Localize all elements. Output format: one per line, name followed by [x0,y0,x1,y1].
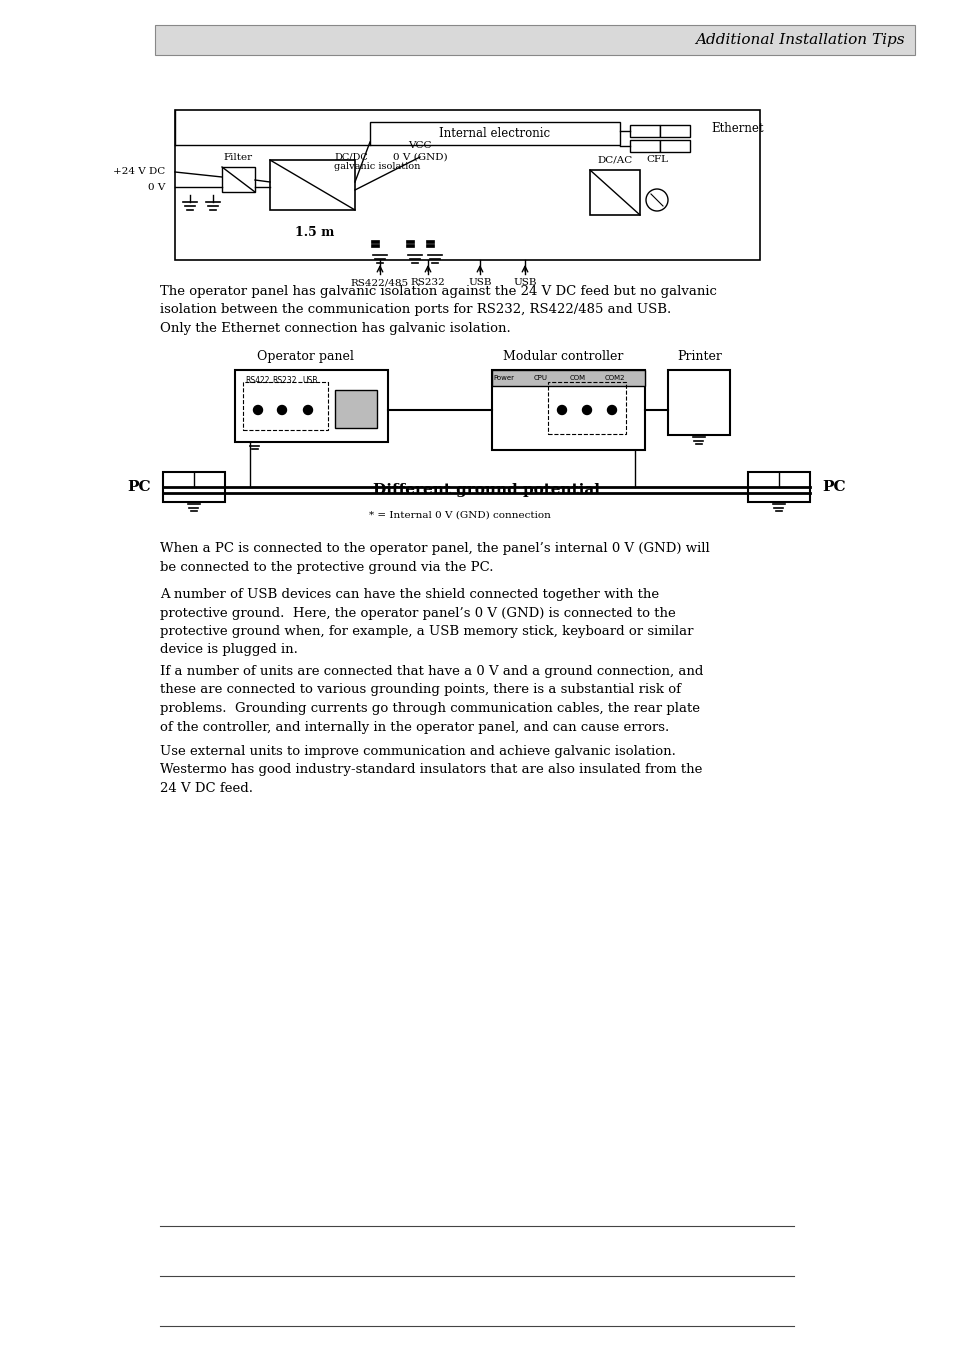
Bar [371,240,378,243]
Text: +24 V DC: +24 V DC [112,167,165,177]
Text: VCC: VCC [408,140,432,150]
Text: 0 V: 0 V [148,182,165,192]
Bar [222,167,254,192]
Text: If a number of units are connected that have a 0 V and a ground connection, and
: If a number of units are connected that … [160,666,702,733]
Text: DC/DC
galvanic isolation: DC/DC galvanic isolation [335,153,420,171]
Text: Filter: Filter [224,153,253,162]
Bar [234,370,388,441]
Bar [659,140,689,153]
Text: CPU: CPU [534,375,547,381]
Bar [426,240,434,243]
Text: RS232: RS232 [273,377,297,385]
Bar [492,370,644,386]
Bar [243,382,328,431]
Text: Internal electronic: Internal electronic [439,127,550,140]
Text: Ethernet: Ethernet [711,122,763,135]
Bar [406,244,414,247]
Bar [747,472,809,502]
Bar [667,370,729,435]
Bar [426,244,434,247]
Text: 1.5 m: 1.5 m [295,225,335,239]
Circle shape [557,405,566,414]
Text: COM: COM [569,375,585,381]
Bar [370,122,619,144]
Text: Different ground potential: Different ground potential [373,483,599,497]
Circle shape [277,405,286,414]
Text: USB: USB [468,278,491,288]
Bar [371,244,378,247]
Bar [629,126,659,136]
Bar [154,26,914,55]
Text: RS422/485: RS422/485 [351,278,409,288]
Circle shape [582,405,591,414]
Bar [547,382,625,433]
Bar [335,390,376,428]
Circle shape [607,405,616,414]
Text: CFL: CFL [645,155,667,165]
Text: Use external units to improve communication and achieve galvanic isolation.
West: Use external units to improve communicat… [160,745,701,795]
Text: When a PC is connected to the operator panel, the panel’s internal 0 V (GND) wil: When a PC is connected to the operator p… [160,541,709,574]
Bar [492,370,644,450]
Text: USB: USB [302,377,317,385]
Text: Operator panel: Operator panel [256,350,353,363]
Text: Additional Installation Tips: Additional Installation Tips [695,32,904,47]
Text: COM2: COM2 [604,375,624,381]
Bar [629,140,659,153]
Text: PC: PC [821,481,844,494]
Text: Printer: Printer [677,350,721,363]
Text: 0 V (GND): 0 V (GND) [393,153,447,162]
Text: RS232: RS232 [410,278,445,288]
Circle shape [253,405,262,414]
Text: Modular controller: Modular controller [502,350,622,363]
Circle shape [303,405,313,414]
Bar [174,109,760,261]
Bar [163,472,225,502]
Bar [406,240,414,243]
Bar [589,170,639,215]
Text: RS422: RS422 [246,377,270,385]
Bar [270,161,355,211]
Text: * = Internal 0 V (GND) connection: * = Internal 0 V (GND) connection [369,510,551,520]
Bar [659,126,689,136]
Text: Power: Power [493,375,514,381]
Text: A number of USB devices can have the shield connected together with the
protecti: A number of USB devices can have the shi… [160,589,693,656]
Text: DC/AC: DC/AC [597,155,632,165]
Text: PC: PC [128,481,151,494]
Text: USB: USB [513,278,537,288]
Text: The operator panel has galvanic isolation against the 24 V DC feed but no galvan: The operator panel has galvanic isolatio… [160,285,716,335]
